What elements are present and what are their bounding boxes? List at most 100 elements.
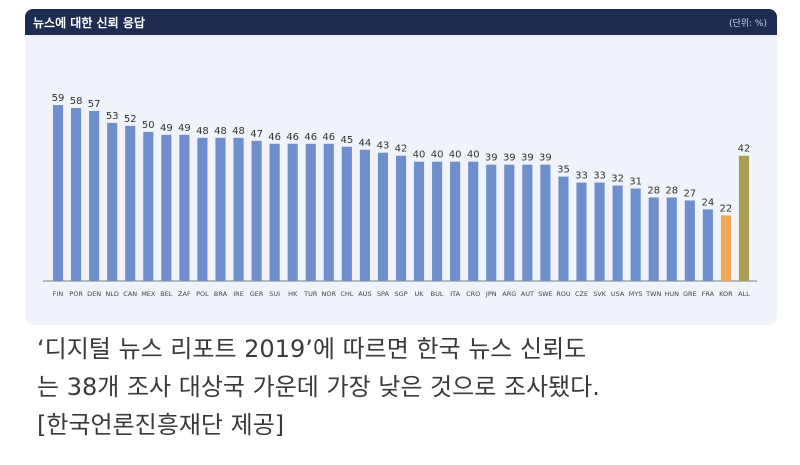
bar-all (738, 155, 750, 281)
value-label-tur: 46 (304, 132, 317, 143)
tick-label-can: CAN (123, 290, 137, 298)
tick-label-cro: CRO (466, 290, 480, 298)
value-label-zaf: 49 (178, 123, 191, 134)
value-label-por: 58 (70, 96, 83, 107)
value-label-can: 52 (124, 114, 137, 125)
tick-label-jpn: JPN (485, 290, 497, 298)
tick-label-bel: BEL (160, 290, 173, 298)
bar-mys (630, 188, 641, 281)
bar-sgp (395, 155, 407, 281)
bar-bra (215, 137, 226, 281)
caption-line-3: [한국언론진흥재단 제공] (37, 411, 285, 439)
tick-label-fin: FIN (53, 290, 64, 298)
value-label-fin: 59 (52, 93, 65, 104)
bar-gre (684, 200, 695, 281)
tick-label-svk: SVK (593, 290, 607, 298)
photo-caption: ‘디지털 뉴스 리포트 2019’에 따르면 한국 뉴스 신뢰도 는 38개 조… (37, 330, 777, 444)
value-label-bul: 40 (431, 150, 444, 161)
bar-usa (612, 185, 623, 281)
bar-hun (666, 197, 677, 281)
bar-fin (52, 105, 64, 281)
tick-label-spa: SPA (377, 290, 390, 298)
bar-arg (504, 164, 515, 281)
value-label-den: 57 (88, 99, 101, 110)
chart-header: 뉴스에 대한 신뢰 응답 (단위: %) (25, 9, 777, 35)
value-label-aus: 44 (359, 138, 372, 149)
tick-label-hk: HK (288, 290, 298, 298)
value-label-uk: 40 (413, 150, 426, 161)
value-label-hun: 28 (665, 185, 678, 196)
bar-spa (377, 152, 388, 281)
bar-bel (161, 134, 172, 281)
value-label-bra: 48 (214, 126, 227, 137)
tick-label-nor: NOR (322, 290, 337, 298)
value-label-kor: 22 (720, 203, 733, 214)
value-label-cro: 40 (467, 150, 480, 161)
value-label-gre: 27 (683, 188, 696, 199)
bar-svk (594, 182, 605, 281)
tick-label-bul: BUL (431, 290, 444, 298)
tick-label-sui: SUI (269, 290, 280, 298)
tick-label-por: POR (69, 290, 83, 298)
bar-cze (576, 182, 587, 281)
bar-por (71, 107, 82, 281)
tick-label-twn: TWN (645, 290, 661, 298)
value-label-jpn: 39 (485, 153, 498, 164)
bar-can (125, 125, 136, 281)
bar-aus (359, 149, 370, 281)
bar-jpn (486, 164, 497, 281)
value-label-fra: 24 (702, 197, 715, 208)
bar-pol (197, 137, 208, 281)
tick-label-pol: POL (196, 290, 209, 298)
value-label-nor: 46 (322, 132, 335, 143)
bar-ger (251, 140, 262, 281)
value-label-spa: 43 (377, 141, 390, 152)
tick-label-hun: HUN (665, 290, 680, 298)
value-label-arg: 39 (503, 153, 516, 164)
value-label-sui: 46 (268, 132, 281, 143)
value-label-aut: 39 (521, 153, 534, 164)
value-label-rou: 35 (557, 165, 570, 176)
bar-twn (648, 197, 659, 281)
tick-label-kor: KOR (719, 290, 733, 298)
tick-label-tur: TUR (303, 290, 318, 298)
caption-line-2: 는 38개 조사 대상국 가운데 가장 낮은 것으로 조사됐다. (37, 373, 600, 401)
bar-bul (432, 161, 443, 281)
value-label-all: 42 (738, 144, 751, 155)
bar-chart: 59 FIN 58 POR 57 DEN 53 NLD 52 CAN 50 MEX 49 BEL 49 ZAF… (43, 93, 757, 298)
tick-label-mys: MYS (629, 290, 643, 298)
tick-label-all: ALL (738, 290, 750, 298)
tick-label-chl: CHL (340, 290, 353, 298)
bar-nor (323, 143, 334, 281)
tick-label-usa: USA (611, 290, 625, 298)
tick-label-fra: FRA (702, 290, 715, 298)
bar-mex (143, 131, 154, 281)
value-label-hk: 46 (286, 132, 299, 143)
tick-label-aus: AUS (358, 290, 371, 298)
tick-label-ita: ITA (450, 290, 460, 298)
unit-label: (단위: %) (728, 19, 767, 29)
bar-sui (269, 143, 280, 281)
value-label-nld: 53 (106, 111, 119, 122)
bar-nld (107, 122, 118, 282)
value-label-swe: 39 (539, 153, 552, 164)
tick-label-cze: CZE (575, 290, 588, 298)
tick-label-aut: AUT (521, 290, 534, 298)
chart-card: 뉴스에 대한 신뢰 응답 (단위: %) 59 FIN 58 POR 57 DEN 53 NL… (25, 9, 777, 325)
bar-tur (305, 143, 316, 281)
value-label-twn: 28 (647, 185, 660, 196)
value-label-sgp: 42 (395, 144, 408, 155)
value-label-mex: 50 (142, 120, 155, 131)
value-label-ger: 47 (250, 129, 263, 140)
tick-label-sgp: SGP (394, 290, 407, 298)
bar-rou (558, 176, 569, 281)
tick-label-uk: UK (415, 290, 425, 298)
tick-label-zaf: ZAF (178, 290, 191, 298)
bar-chl (341, 146, 352, 281)
value-label-bel: 49 (160, 123, 173, 134)
tick-label-arg: ARG (502, 290, 516, 298)
value-label-svk: 33 (593, 171, 606, 182)
tick-label-rou: ROU (556, 290, 571, 298)
value-label-usa: 32 (611, 174, 624, 185)
bar-swe (540, 164, 551, 281)
